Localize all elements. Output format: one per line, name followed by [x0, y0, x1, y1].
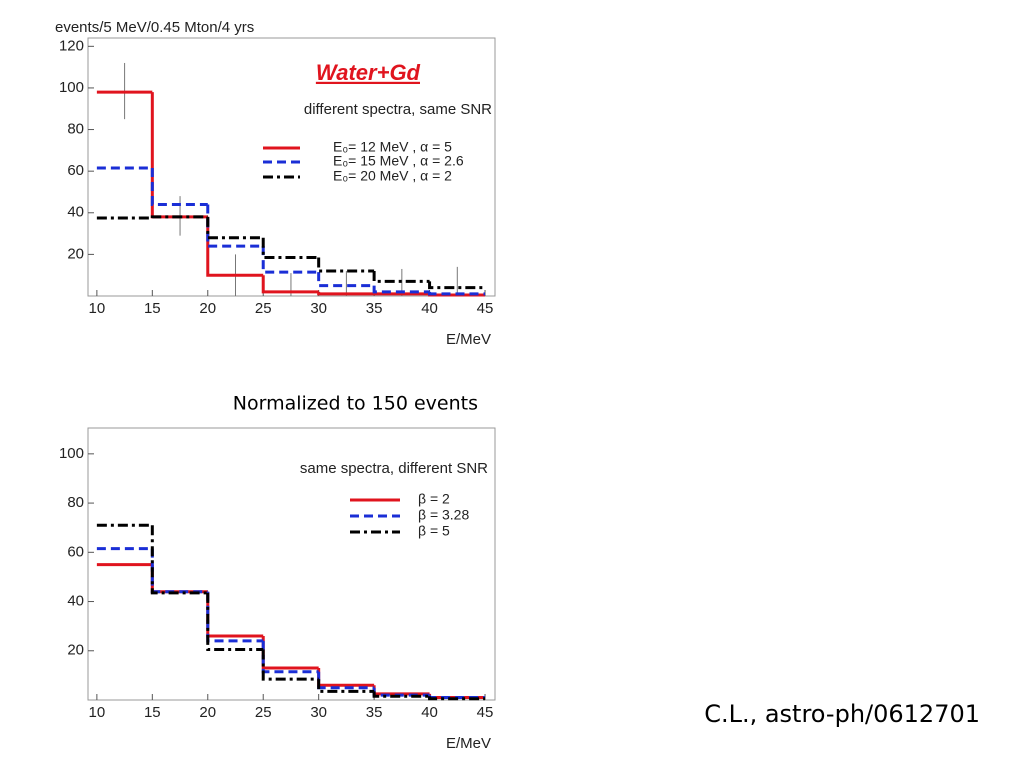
y-tick-label: 100 — [59, 445, 84, 462]
x-tick-label: 35 — [366, 704, 383, 721]
y-tick-label: 80 — [67, 494, 84, 511]
x-axis-label: E/MeV — [446, 735, 491, 752]
x-tick-label: 45 — [477, 300, 494, 317]
citation: C.L., astro-ph/0612701 — [704, 700, 980, 728]
x-axis-label: E/MeV — [446, 331, 491, 348]
legend-label: E₀= 20 MeV , α = 2 — [333, 168, 452, 184]
histogram-step — [150, 525, 208, 595]
histogram-step — [372, 285, 430, 294]
y-tick-label: 80 — [67, 121, 84, 138]
y-tick-label: 60 — [67, 543, 84, 560]
histogram-step — [372, 691, 430, 698]
y-tick-label: 120 — [59, 37, 84, 54]
histogram-step — [317, 679, 375, 693]
legend-label: β = 2 — [418, 491, 450, 507]
plot-frame — [87, 37, 496, 297]
x-tick-label: 25 — [255, 704, 272, 721]
histogram-step — [372, 685, 430, 696]
histogram-step — [317, 257, 375, 273]
note: Normalized to 150 events — [233, 393, 478, 415]
annotation: same spectra, different SNR — [300, 460, 488, 477]
histogram-step — [150, 168, 208, 206]
histogram-step — [372, 271, 430, 283]
histogram-step — [317, 291, 375, 296]
histogram-step — [317, 272, 375, 288]
x-tick-label: 25 — [255, 300, 272, 317]
legend-label: β = 3.28 — [418, 507, 469, 523]
histogram-step — [206, 591, 264, 638]
histogram-step — [150, 564, 208, 594]
x-tick-label: 45 — [477, 704, 494, 721]
x-tick-label: 10 — [89, 704, 106, 721]
histogram-step — [150, 215, 208, 219]
histogram-step — [428, 291, 486, 296]
x-tick-label: 40 — [421, 300, 438, 317]
x-tick-label: 15 — [144, 300, 161, 317]
histogram-step — [261, 649, 319, 681]
histogram-step — [428, 281, 486, 290]
histogram-step — [261, 636, 319, 670]
x-tick-label: 35 — [366, 300, 383, 317]
histogram-step — [261, 246, 319, 274]
histogram-step — [206, 591, 264, 643]
x-tick-label: 15 — [144, 704, 161, 721]
legend-label: β = 5 — [418, 523, 450, 539]
x-tick-label: 10 — [89, 300, 106, 317]
annotation: different spectra, same SNR — [304, 101, 492, 118]
y-tick-label: 20 — [67, 642, 84, 659]
y-axis-label: events/5 MeV/0.45 Mton/4 yrs — [55, 19, 254, 36]
y-tick-label: 40 — [67, 204, 84, 221]
x-tick-label: 20 — [199, 300, 216, 317]
histogram-step — [206, 592, 264, 652]
histogram-step — [317, 668, 375, 687]
histogram-step — [150, 548, 208, 594]
plot-frame — [87, 427, 496, 701]
x-tick-label: 30 — [310, 300, 327, 317]
histogram-step — [261, 237, 319, 260]
y-tick-label: 40 — [67, 593, 84, 610]
x-tick-label: 20 — [199, 704, 216, 721]
annotation: Water+Gd — [316, 60, 421, 85]
y-tick-label: 60 — [67, 162, 84, 179]
legend-label: E₀= 15 MeV , α = 2.6 — [333, 153, 464, 169]
y-tick-label: 100 — [59, 79, 84, 96]
legend-label: E₀= 12 MeV , α = 5 — [333, 139, 452, 155]
x-tick-label: 30 — [310, 704, 327, 721]
histogram-step — [206, 204, 264, 248]
histogram-step — [206, 216, 264, 240]
histogram-step — [261, 275, 319, 294]
y-tick-label: 20 — [67, 245, 84, 262]
histogram-step — [428, 696, 486, 701]
x-tick-label: 40 — [421, 704, 438, 721]
